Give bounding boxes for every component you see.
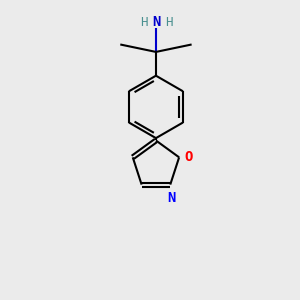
Text: N: N (152, 15, 160, 28)
Text: H: H (165, 16, 172, 29)
Text: N: N (168, 190, 176, 205)
Text: O: O (184, 150, 193, 164)
Text: H: H (140, 16, 147, 29)
